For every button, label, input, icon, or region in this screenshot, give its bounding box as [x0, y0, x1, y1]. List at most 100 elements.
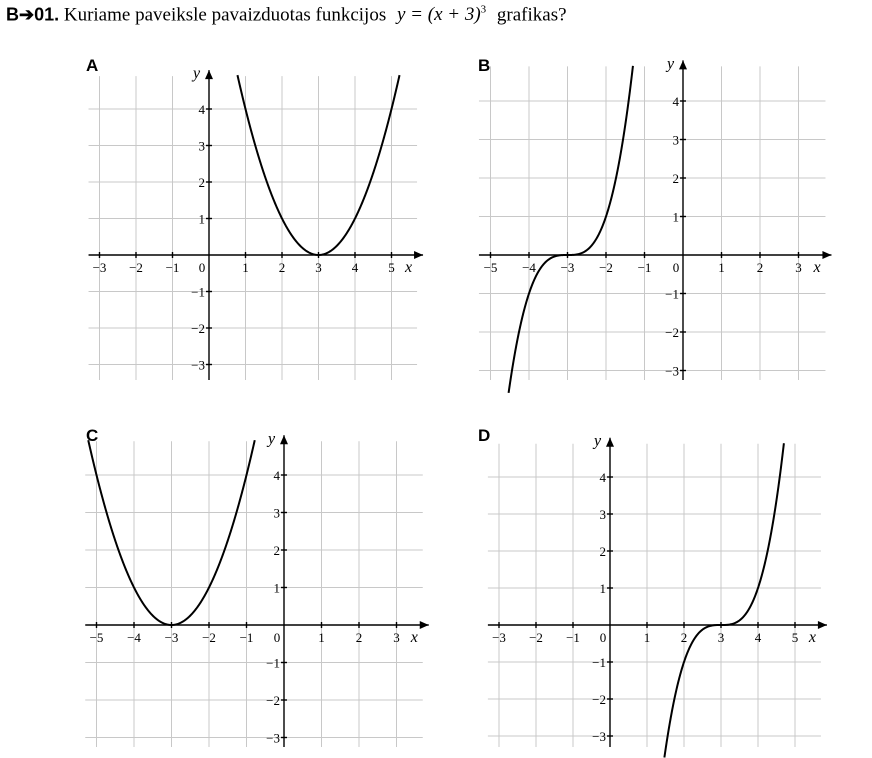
x-tick-label: −3 [93, 260, 107, 275]
x-tick-label: 4 [755, 630, 762, 645]
x-tick-label: 1 [718, 260, 725, 275]
y-tick-label: −2 [665, 325, 679, 340]
y-tick-label: 1 [673, 210, 680, 225]
x-tick-label: 1 [242, 260, 249, 275]
y-tick-label: −2 [191, 321, 205, 336]
x-tick-label: −4 [522, 260, 536, 275]
x-tick-label: −2 [599, 260, 613, 275]
x-tick-label: 1 [644, 630, 651, 645]
x-tick-label: −4 [127, 630, 141, 645]
question-text-after: grafikas? [496, 4, 567, 26]
function-curve [507, 65, 634, 394]
formula-exponent: 3 [480, 4, 487, 16]
function-curve [236, 74, 401, 256]
y-axis-arrow [679, 60, 687, 70]
y-tick-label: −3 [191, 358, 205, 373]
x-tick-label: −3 [165, 630, 179, 645]
y-tick-label: −3 [266, 731, 280, 746]
y-tick-label: −2 [592, 692, 606, 707]
x-tick-label: 3 [718, 630, 725, 645]
panel-label-b: B [478, 56, 491, 75]
y-tick-label: −3 [592, 729, 606, 744]
x-tick-label: −1 [240, 630, 254, 645]
question-number: B➔01. [6, 4, 60, 25]
x-tick-label: −1 [638, 260, 652, 275]
panel-label-d: D [478, 426, 491, 445]
x-tick-label: 3 [795, 260, 802, 275]
graph-a: x y −3 −2 −1 0 1 2 3 4 5 −3 −2 −1 1 2 3 4 [88, 65, 424, 380]
x-axis-arrow [414, 251, 424, 259]
y-axis-label: y [592, 433, 602, 450]
x-tick-label: 5 [388, 260, 395, 275]
y-tick-label: 1 [199, 212, 206, 227]
graph-c: x y −5 −4 −3 −2 −1 0 1 2 3 −3 −2 −1 1 2 3 4 [85, 430, 429, 747]
y-tick-label: 2 [600, 544, 607, 559]
x-tick-label: 1 [318, 630, 325, 645]
question-text: Kuriame paveiksle pavaizduotas funkcijos [63, 4, 387, 26]
function-curve [663, 443, 785, 758]
grid [478, 66, 826, 380]
y-axis-label: y [266, 430, 276, 447]
x-tick-label: −5 [484, 260, 498, 275]
y-tick-label: −3 [665, 364, 679, 379]
function-curve [87, 439, 256, 626]
y-tick-label: 4 [600, 470, 607, 485]
x-tick-label: 0 [673, 260, 680, 275]
y-tick-label: 2 [199, 175, 206, 190]
panel-label-a: A [86, 56, 99, 75]
x-tick-label: 0 [199, 260, 206, 275]
x-tick-label: −2 [129, 260, 143, 275]
grid [88, 76, 418, 380]
x-axis-label: x [808, 629, 816, 646]
y-tick-label: 2 [673, 171, 680, 186]
x-tick-label: −1 [166, 260, 180, 275]
x-tick-label: 0 [600, 630, 607, 645]
y-axis-arrow [205, 70, 213, 80]
grid [85, 441, 423, 747]
formula-main: y = (x + 3) [396, 4, 481, 26]
graph-b: x y −5 −4 −3 −2 −1 0 1 2 3 −3 −2 −1 1 2 3 4 [478, 55, 832, 394]
x-tick-label: 4 [352, 260, 359, 275]
y-axis-label: y [665, 55, 675, 72]
x-tick-label: 2 [757, 260, 764, 275]
y-tick-label: 4 [274, 468, 281, 483]
y-tick-label: −1 [266, 656, 280, 671]
x-tick-label: −1 [566, 630, 580, 645]
x-axis-arrow [822, 251, 832, 259]
x-tick-label: 2 [681, 630, 688, 645]
x-tick-label: 5 [792, 630, 799, 645]
y-tick-label: 3 [274, 506, 281, 521]
x-tick-label: −5 [90, 630, 104, 645]
y-tick-label: 2 [274, 543, 281, 558]
x-tick-label: −3 [561, 260, 575, 275]
x-tick-label: 3 [315, 260, 322, 275]
question-formula: y = (x + 3)3 [397, 4, 486, 25]
y-tick-label: 4 [199, 102, 206, 117]
y-axis-arrow [606, 437, 614, 447]
question: B➔01. Kuriame paveiksle pavaizduotas fun… [6, 4, 567, 26]
x-tick-label: 0 [274, 630, 281, 645]
x-axis-label: x [410, 629, 418, 646]
y-tick-label: 3 [600, 507, 607, 522]
x-axis-label: x [404, 259, 412, 276]
y-tick-label: −1 [592, 655, 606, 670]
x-axis-label: x [812, 259, 820, 276]
x-tick-label: 2 [356, 630, 363, 645]
y-tick-label: 3 [673, 133, 680, 148]
x-tick-label: −2 [202, 630, 216, 645]
grid [487, 443, 821, 747]
y-tick-label: 1 [274, 581, 281, 596]
y-tick-label: 3 [199, 139, 206, 154]
y-tick-label: −1 [191, 285, 205, 300]
y-tick-label: 1 [600, 581, 607, 596]
x-tick-label: 2 [279, 260, 286, 275]
x-tick-label: 3 [393, 630, 400, 645]
y-tick-label: −2 [266, 693, 280, 708]
x-tick-label: −3 [492, 630, 506, 645]
x-axis-arrow [817, 621, 827, 629]
y-axis-label: y [191, 65, 201, 82]
graph-d: x y −3 −2 −1 0 1 2 3 4 5 −3 −2 −1 1 2 3 4 [487, 433, 827, 758]
y-tick-label: 4 [673, 94, 680, 109]
y-tick-label: −1 [665, 287, 679, 302]
x-axis-arrow [419, 621, 429, 629]
